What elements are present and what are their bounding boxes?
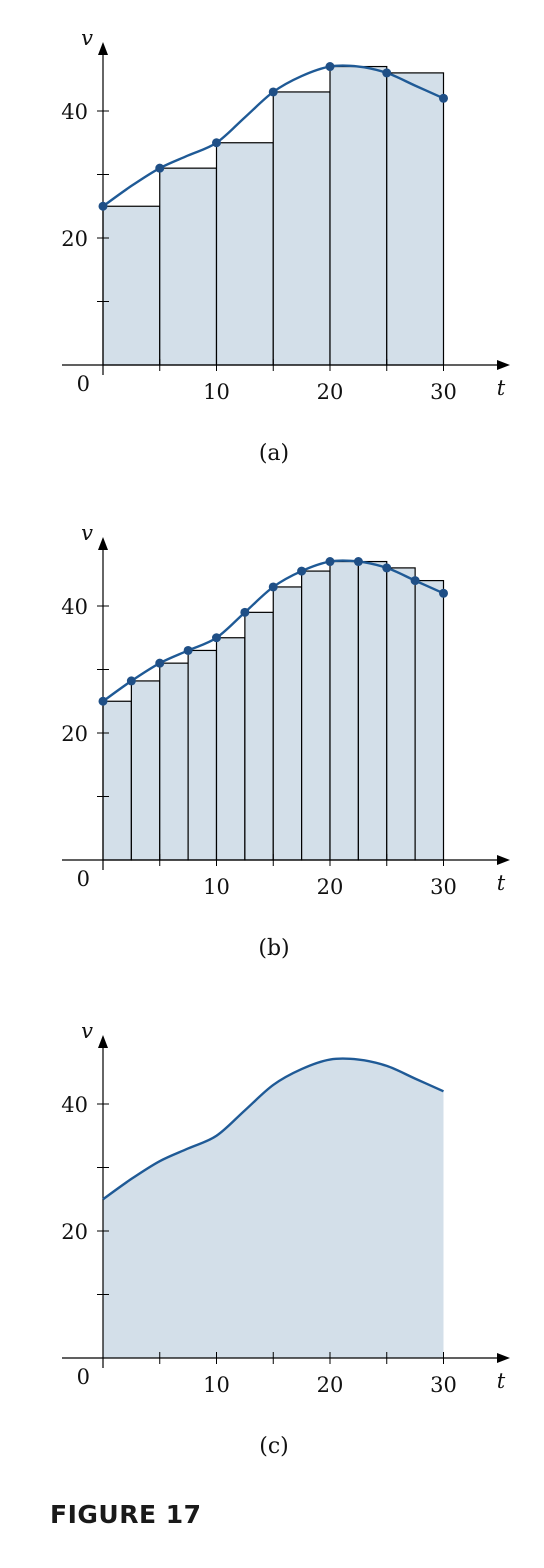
x-tick-label: 20 [317,380,344,404]
approx-rectangle [329,65,388,366]
y-axis-label: v [81,26,93,50]
approx-rectangle [414,579,445,861]
x-axis-arrow [497,855,510,865]
y-tick-label: 20 [61,1220,88,1244]
panel-caption: (c) [259,1434,289,1459]
sample-point [212,633,221,643]
x-axis-label: t [497,871,506,895]
approx-rectangle [386,567,416,861]
approx-rectangle [386,72,445,366]
approx-rectangle [272,586,303,861]
figure-label: FIGURE 17 [50,1500,202,1529]
approx-rectangle [272,91,331,366]
sample-point [325,557,335,567]
y-axis-arrow [98,42,108,55]
sample-point [240,607,250,617]
panel-b: 10 20 30 20 40 0 t v (b) [61,521,510,961]
y-axis-arrow [98,1035,108,1048]
approx-rectangle [130,680,161,861]
sample-point [183,645,193,655]
x-axis-label: t [497,1369,506,1393]
panel-c: 10 20 30 20 40 0 t v (c) [61,1019,510,1459]
approx-rectangle [159,662,189,861]
x-tick-label: 20 [317,875,344,899]
sample-point [325,62,335,72]
sample-point [98,696,108,706]
sample-point [439,93,448,103]
sample-point [382,68,392,78]
approx-rectangle [102,205,161,366]
y-tick-label: 40 [61,595,88,619]
panel-caption: (b) [258,936,289,961]
sample-point [268,87,278,97]
x-tick-label: 30 [430,380,457,404]
approx-rectangle [215,637,246,861]
approx-rectangle [215,142,274,366]
y-tick-label: 40 [61,1093,88,1117]
approx-rectangle [244,611,274,861]
sample-point [126,676,136,686]
origin-label: 0 [77,1365,90,1389]
origin-label: 0 [77,867,90,891]
panel-caption: (a) [259,441,289,466]
sample-point [98,201,108,211]
x-tick-label: 30 [430,1373,457,1397]
x-tick-label: 30 [430,875,457,899]
origin-label: 0 [77,372,90,396]
sample-point [439,588,448,598]
panel-a: 10 20 30 20 40 0 t v (a) [61,26,510,466]
approx-rectangle [159,167,218,366]
approx-rectangle [102,700,132,861]
y-axis-arrow [98,537,108,550]
y-tick-label: 20 [61,227,88,251]
y-axis-label: v [81,1019,93,1043]
x-axis-label: t [497,376,506,400]
sample-point [297,566,307,576]
approx-rectangle [301,570,331,861]
x-axis-arrow [497,360,510,370]
approx-rectangle [357,560,388,861]
sample-point [410,576,420,586]
x-tick-label: 10 [203,875,230,899]
approx-rectangle [187,649,218,861]
x-tick-label: 10 [203,1373,230,1397]
y-tick-label: 20 [61,722,88,746]
y-axis-label: v [81,521,93,545]
sample-point [212,138,221,148]
shaded-area [103,1058,444,1358]
sample-point [155,163,165,173]
x-tick-label: 10 [203,380,230,404]
velocity-curve [102,1057,444,1201]
x-tick-label: 20 [317,1373,344,1397]
sample-point [382,563,392,573]
sample-point [353,557,363,567]
y-tick-label: 40 [61,100,88,124]
approx-rectangle [329,560,359,861]
x-axis-arrow [497,1353,510,1363]
sample-point [155,658,165,668]
sample-point [268,582,278,592]
